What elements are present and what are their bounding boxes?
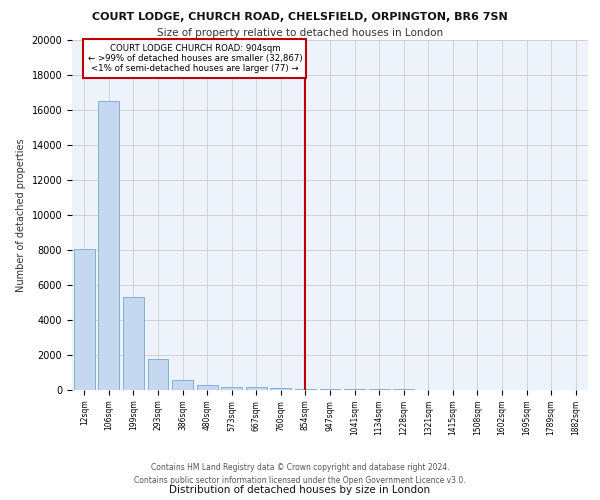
Bar: [98, 102, 119, 390]
Bar: [74, 249, 95, 390]
Bar: [172, 380, 193, 390]
Text: Distribution of detached houses by size in London: Distribution of detached houses by size …: [169, 485, 431, 495]
Bar: [197, 385, 218, 390]
Bar: [320, 389, 340, 390]
Text: Contains public sector information licensed under the Open Government Licence v3: Contains public sector information licen…: [134, 476, 466, 485]
Text: COURT LODGE, CHURCH ROAD, CHELSFIELD, ORPINGTON, BR6 7SN: COURT LODGE, CHURCH ROAD, CHELSFIELD, OR…: [92, 12, 508, 22]
Bar: [123, 297, 144, 390]
Text: COURT LODGE CHURCH ROAD: 904sqm
← >99% of detached houses are smaller (32,867)
<: COURT LODGE CHURCH ROAD: 904sqm ← >99% o…: [88, 44, 302, 74]
Bar: [271, 388, 292, 390]
Y-axis label: Number of detached properties: Number of detached properties: [16, 138, 26, 292]
Text: Size of property relative to detached houses in London: Size of property relative to detached ho…: [157, 28, 443, 38]
Text: Contains HM Land Registry data © Crown copyright and database right 2024.: Contains HM Land Registry data © Crown c…: [151, 464, 449, 472]
Bar: [344, 389, 365, 390]
Bar: [246, 388, 267, 390]
Bar: [221, 386, 242, 390]
Bar: [295, 388, 316, 390]
Bar: [148, 360, 169, 390]
